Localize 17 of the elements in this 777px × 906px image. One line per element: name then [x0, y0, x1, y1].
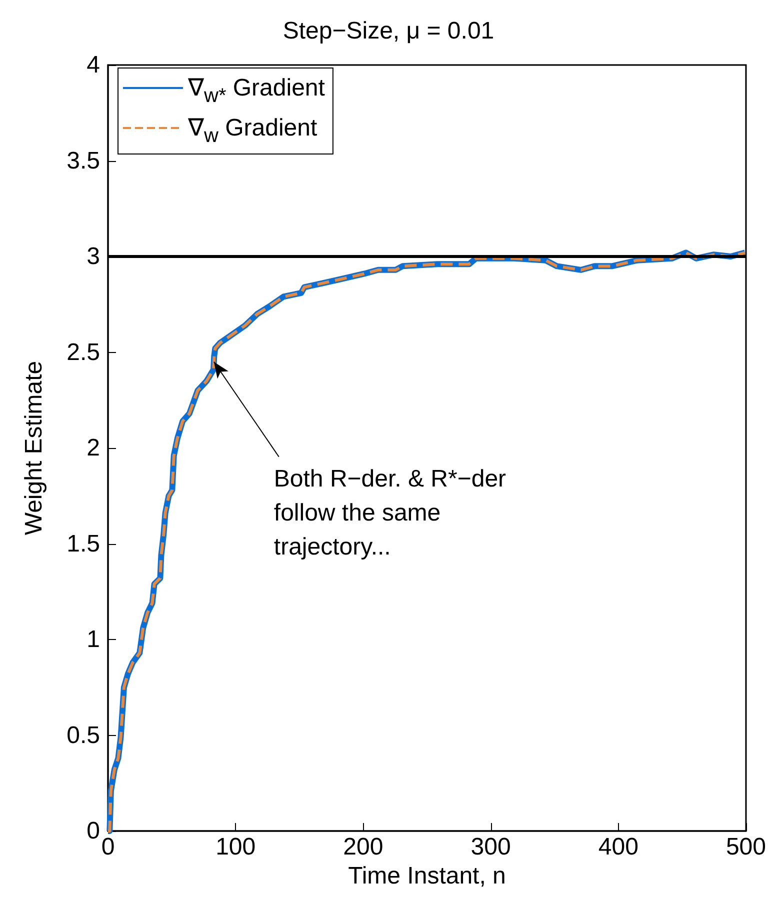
y-tick-label: 4 [86, 52, 100, 78]
y-tick-label: 2.5 [66, 338, 100, 366]
y-tick-label: 3.5 [66, 147, 100, 174]
y-tick-label: 2 [86, 434, 100, 462]
x-tick-label: 400 [598, 834, 638, 860]
chart-title: Step−Size, μ = 0.01 [282, 18, 494, 44]
y-tick-label: 1.5 [66, 530, 100, 558]
x-tick-label: 300 [470, 834, 511, 860]
y-tick-label: 1 [86, 626, 100, 653]
x-axis-title: Time Instant, n [348, 862, 506, 890]
annotation: Both R−der. & R*−der follow the same trajectory... [274, 465, 506, 560]
y-tick-label: 0.5 [66, 722, 100, 749]
y-axis-title: Weight Estimate [20, 360, 48, 536]
x-tick-label: 200 [343, 834, 384, 860]
y-tick-label: 3 [86, 243, 100, 270]
x-tick-label: 100 [216, 834, 256, 860]
x-tick-label: 500 [726, 834, 766, 860]
